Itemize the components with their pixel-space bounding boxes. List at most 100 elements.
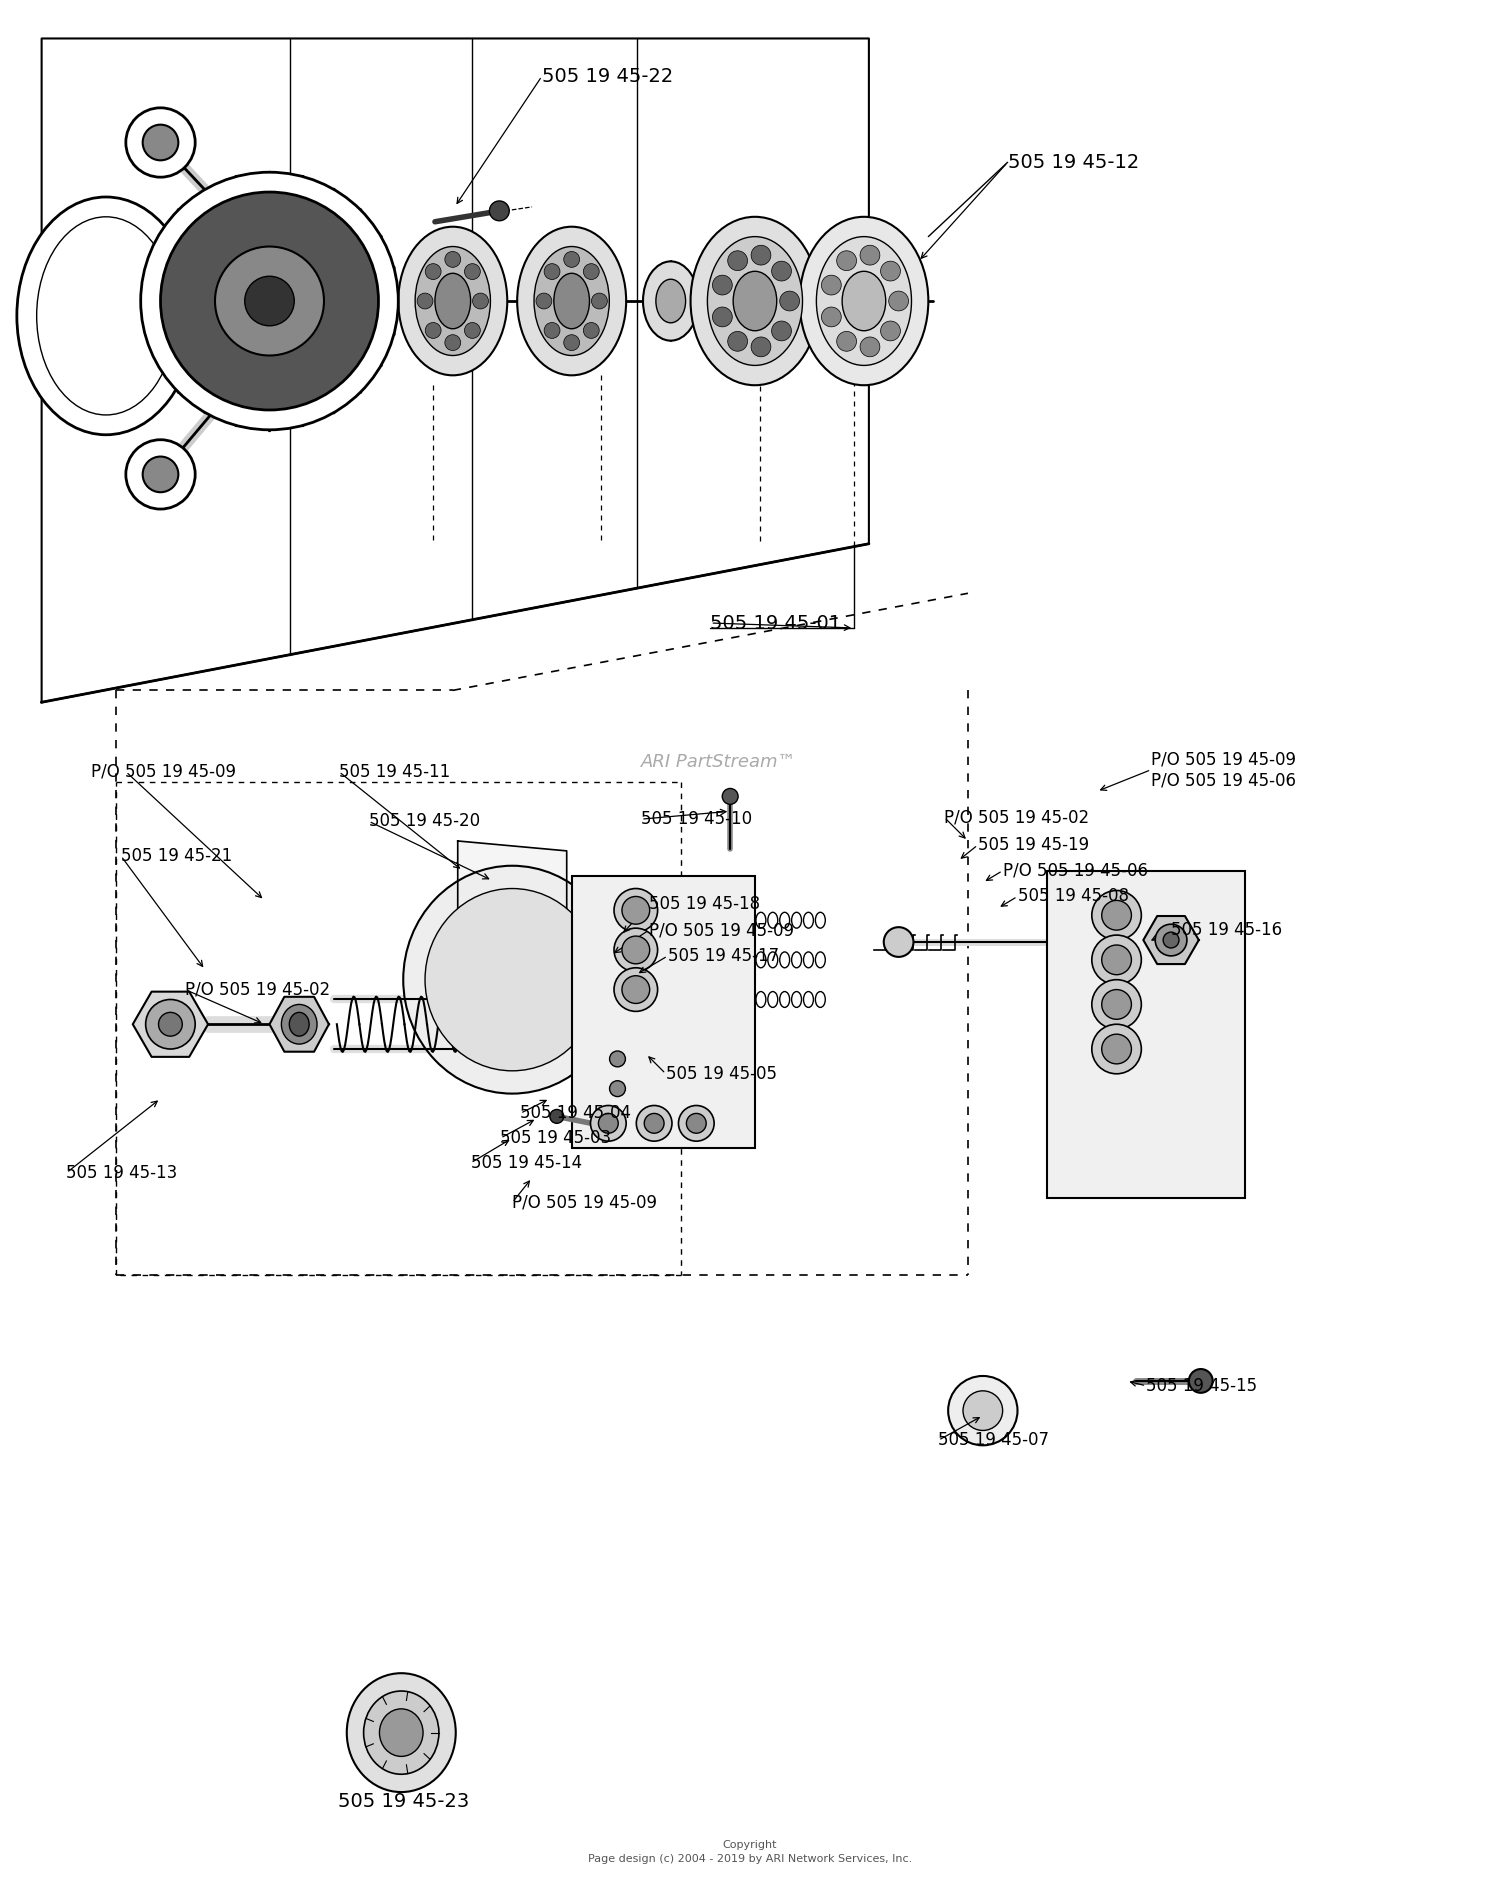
- Ellipse shape: [837, 331, 856, 351]
- Polygon shape: [42, 38, 868, 703]
- Ellipse shape: [771, 321, 792, 340]
- Text: 505 19 45-04: 505 19 45-04: [520, 1105, 632, 1122]
- Ellipse shape: [36, 217, 176, 416]
- Text: 505 19 45-11: 505 19 45-11: [339, 763, 450, 780]
- Ellipse shape: [346, 1674, 456, 1793]
- Text: 505 19 45-07: 505 19 45-07: [938, 1432, 1048, 1449]
- Text: P/O 505 19 45-06: P/O 505 19 45-06: [1002, 861, 1148, 880]
- Polygon shape: [134, 992, 209, 1056]
- Ellipse shape: [591, 293, 608, 310]
- Ellipse shape: [656, 280, 686, 323]
- Text: 505 19 45-13: 505 19 45-13: [66, 1164, 177, 1183]
- Ellipse shape: [126, 440, 195, 508]
- Ellipse shape: [446, 334, 460, 351]
- Ellipse shape: [622, 897, 650, 924]
- Ellipse shape: [584, 323, 598, 338]
- Ellipse shape: [1101, 901, 1131, 929]
- Ellipse shape: [363, 1691, 440, 1774]
- Ellipse shape: [644, 261, 699, 340]
- Ellipse shape: [591, 1105, 626, 1141]
- Ellipse shape: [550, 1109, 564, 1124]
- Text: P/O 505 19 45-09: P/O 505 19 45-09: [512, 1194, 657, 1211]
- Ellipse shape: [416, 247, 491, 355]
- Bar: [1047, 871, 1245, 1198]
- Ellipse shape: [404, 865, 621, 1094]
- Ellipse shape: [518, 227, 626, 376]
- Ellipse shape: [446, 251, 460, 268]
- Ellipse shape: [142, 457, 178, 493]
- Text: 505 19 45-12: 505 19 45-12: [1008, 153, 1138, 172]
- Ellipse shape: [489, 200, 508, 221]
- Text: P/O 505 19 45-02: P/O 505 19 45-02: [944, 808, 1089, 825]
- Text: 505 19 45-18: 505 19 45-18: [650, 895, 760, 914]
- Ellipse shape: [1092, 935, 1142, 984]
- Ellipse shape: [214, 247, 324, 355]
- Ellipse shape: [723, 788, 738, 805]
- Ellipse shape: [424, 264, 441, 280]
- Ellipse shape: [465, 323, 480, 338]
- Ellipse shape: [472, 293, 489, 310]
- Ellipse shape: [1101, 990, 1131, 1020]
- Ellipse shape: [752, 246, 771, 264]
- Ellipse shape: [554, 274, 590, 329]
- Text: ARI PartStream™: ARI PartStream™: [640, 752, 796, 771]
- Ellipse shape: [614, 967, 657, 1011]
- Ellipse shape: [842, 272, 885, 331]
- Text: P/O 505 19 45-09
P/O 505 19 45-06: P/O 505 19 45-09 P/O 505 19 45-06: [1150, 750, 1296, 790]
- Text: 505 19 45-01: 505 19 45-01: [711, 614, 842, 633]
- Ellipse shape: [544, 323, 560, 338]
- Ellipse shape: [435, 274, 471, 329]
- Ellipse shape: [636, 1105, 672, 1141]
- Ellipse shape: [888, 291, 909, 312]
- Text: 505 19 45-23: 505 19 45-23: [338, 1793, 470, 1812]
- Ellipse shape: [159, 1013, 183, 1037]
- Ellipse shape: [564, 334, 579, 351]
- Ellipse shape: [1092, 1024, 1142, 1073]
- Ellipse shape: [690, 217, 819, 385]
- Text: 505 19 45-20: 505 19 45-20: [369, 812, 480, 829]
- Ellipse shape: [880, 321, 900, 340]
- Ellipse shape: [417, 293, 434, 310]
- Ellipse shape: [708, 236, 803, 365]
- Ellipse shape: [534, 247, 609, 355]
- Ellipse shape: [859, 246, 880, 264]
- Ellipse shape: [609, 1081, 625, 1098]
- Ellipse shape: [290, 1013, 309, 1037]
- Ellipse shape: [536, 293, 552, 310]
- Ellipse shape: [884, 927, 914, 958]
- Ellipse shape: [822, 276, 842, 295]
- Text: 505 19 45-21: 505 19 45-21: [122, 846, 232, 865]
- Ellipse shape: [142, 125, 178, 161]
- Ellipse shape: [822, 308, 842, 327]
- Ellipse shape: [544, 264, 560, 280]
- Ellipse shape: [424, 323, 441, 338]
- Ellipse shape: [1162, 931, 1179, 948]
- Ellipse shape: [424, 888, 600, 1071]
- Ellipse shape: [948, 1375, 1017, 1445]
- Text: 505 19 45-22: 505 19 45-22: [542, 66, 674, 85]
- Ellipse shape: [1092, 890, 1142, 941]
- Ellipse shape: [622, 937, 650, 963]
- Ellipse shape: [609, 1050, 625, 1067]
- Ellipse shape: [465, 264, 480, 280]
- Ellipse shape: [244, 276, 294, 325]
- Text: P/O 505 19 45-09: P/O 505 19 45-09: [92, 763, 236, 780]
- Ellipse shape: [1190, 1370, 1212, 1392]
- Text: P/O 505 19 45-02: P/O 505 19 45-02: [186, 980, 330, 999]
- Text: 505 19 45-10: 505 19 45-10: [640, 810, 752, 827]
- Ellipse shape: [734, 272, 777, 331]
- Text: 505 19 45-16: 505 19 45-16: [1172, 922, 1282, 939]
- Ellipse shape: [837, 251, 856, 270]
- Polygon shape: [270, 997, 328, 1052]
- Ellipse shape: [644, 1113, 664, 1133]
- Ellipse shape: [712, 276, 732, 295]
- Ellipse shape: [963, 1390, 1002, 1430]
- Ellipse shape: [282, 1005, 316, 1045]
- Text: Copyright
Page design (c) 2004 - 2019 by ARI Network Services, Inc.: Copyright Page design (c) 2004 - 2019 by…: [588, 1840, 912, 1864]
- Ellipse shape: [687, 1113, 706, 1133]
- Ellipse shape: [614, 888, 657, 931]
- Ellipse shape: [146, 999, 195, 1048]
- Text: P/O 505 19 45-09: P/O 505 19 45-09: [650, 922, 794, 939]
- Ellipse shape: [859, 336, 880, 357]
- Ellipse shape: [728, 331, 747, 351]
